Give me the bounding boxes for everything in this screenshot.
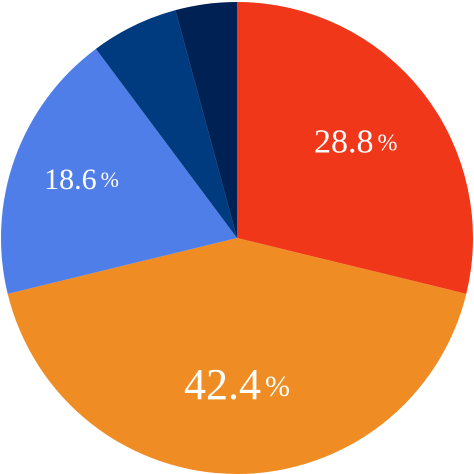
pie-slice-label-3: 18.6% [44, 163, 119, 196]
pie-slice-label-2: 42.4% [184, 360, 290, 409]
pie-slice-5 [175, 1, 237, 238]
slice-value-text: 28.8 [314, 123, 374, 160]
slice-unit-text: % [265, 370, 290, 403]
slice-unit-text: % [378, 130, 398, 156]
pie-slice-3 [0, 48, 237, 294]
pie-slice-4 [95, 10, 237, 238]
slice-value-text: 42.4 [184, 360, 261, 409]
slice-unit-text: % [101, 167, 119, 192]
slice-value-text: 18.6 [44, 163, 97, 196]
pie-slice-1 [237, 2, 473, 294]
pie-slice-2 [7, 238, 467, 474]
pie-slice-label-1: 28.8% [314, 123, 398, 160]
pie-labels: 28.8 %42.4 %18.6% [44, 123, 397, 409]
